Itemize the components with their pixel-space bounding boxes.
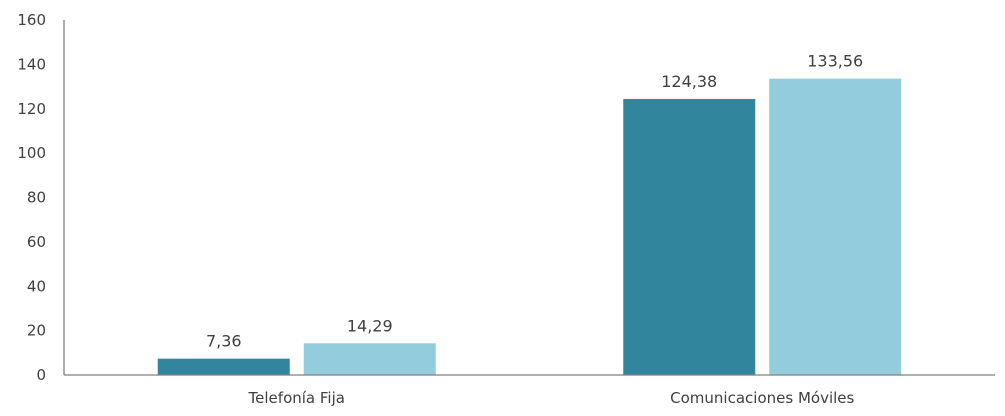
y-tick-label: 120 xyxy=(17,100,46,118)
y-axis-ticks: 0 20 40 60 80 100 120 140 160 xyxy=(17,11,46,384)
bar-2-2 xyxy=(769,78,902,375)
y-tick-label: 160 xyxy=(17,11,46,29)
y-tick-label: 140 xyxy=(17,55,46,73)
bars xyxy=(157,78,902,376)
bar-1-2 xyxy=(303,343,436,375)
y-tick-label: 40 xyxy=(27,277,46,295)
x-category-label: Comunicaciones Móviles xyxy=(670,389,854,407)
bar-2-1 xyxy=(623,99,756,376)
data-label: 124,38 xyxy=(661,72,717,91)
y-tick-label: 80 xyxy=(27,189,46,207)
bar-1-1 xyxy=(157,358,290,375)
data-label: 14,29 xyxy=(347,316,393,335)
data-label: 133,56 xyxy=(807,52,863,71)
x-category-label: Telefonía Fija xyxy=(248,389,345,407)
data-label: 7,36 xyxy=(206,332,242,351)
y-tick-label: 0 xyxy=(36,366,46,384)
x-axis-labels: Telefonía Fija Comunicaciones Móviles xyxy=(248,389,855,407)
y-tick-label: 20 xyxy=(27,322,46,340)
data-labels: 7,36 14,29 124,38 133,56 xyxy=(206,52,863,351)
y-tick-label: 100 xyxy=(17,144,46,162)
y-tick-label: 60 xyxy=(27,233,46,251)
